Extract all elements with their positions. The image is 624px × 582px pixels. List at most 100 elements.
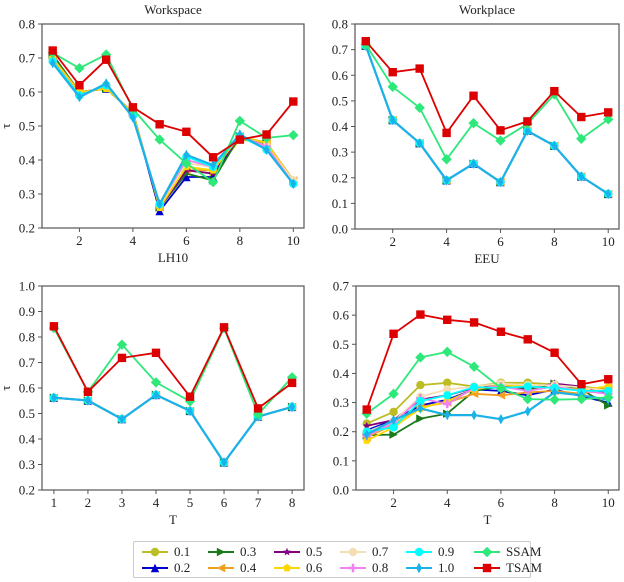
data-point bbox=[469, 91, 478, 100]
data-point bbox=[235, 135, 245, 144]
y-tick-label: 0.3 bbox=[19, 457, 35, 472]
plot-frame bbox=[354, 23, 620, 230]
data-point bbox=[577, 380, 586, 389]
data-point bbox=[389, 430, 398, 439]
series-line bbox=[365, 313, 609, 410]
legend-marker-icon bbox=[406, 562, 432, 574]
y-tick-label: 0.1 bbox=[332, 196, 348, 211]
legend-label: 0.4 bbox=[240, 560, 257, 575]
y-tick-label: 0.6 bbox=[19, 85, 36, 100]
legend-item: 0.3 bbox=[208, 544, 256, 560]
data-point bbox=[603, 392, 614, 403]
series-tsam bbox=[48, 46, 298, 162]
y-tick-label: 0.6 bbox=[332, 68, 349, 83]
data-point bbox=[522, 393, 533, 405]
subplot-3: 0.2 0.3 0.4 0.5 0.6 0.7 0.8 0.9 1.0 1 2 3 4 5 6 7 8 Tτ bbox=[0, 279, 305, 527]
data-point bbox=[208, 153, 218, 162]
y-tick-label: 0.5 bbox=[19, 119, 35, 134]
legend-marker bbox=[283, 547, 291, 556]
data-point bbox=[154, 134, 165, 145]
series-0-2 bbox=[361, 41, 613, 199]
legend-marker bbox=[414, 547, 424, 557]
data-point bbox=[210, 159, 217, 171]
y-tick-label: 0.6 bbox=[19, 381, 36, 396]
data-point bbox=[182, 172, 191, 182]
series-ssam bbox=[361, 346, 614, 419]
data-point bbox=[415, 64, 424, 73]
legend-item: 0.6 bbox=[274, 560, 322, 576]
legend-label: 0.7 bbox=[372, 544, 389, 559]
legend-item: TSAM bbox=[474, 560, 542, 576]
data-point bbox=[262, 130, 271, 139]
series-tsam bbox=[361, 36, 613, 138]
data-point bbox=[416, 137, 423, 149]
series-ssam bbox=[47, 47, 299, 188]
legend-marker bbox=[150, 547, 160, 557]
data-point bbox=[117, 353, 127, 363]
x-tick-label: 2 bbox=[390, 495, 397, 510]
x-axis-label: T bbox=[169, 512, 177, 527]
y-tick-label: 0.0 bbox=[332, 222, 348, 237]
data-point bbox=[495, 382, 507, 394]
series-1-0 bbox=[50, 389, 296, 468]
data-point bbox=[523, 335, 532, 344]
x-axis-label: T bbox=[484, 512, 492, 527]
data-point bbox=[550, 348, 559, 357]
plot-frame bbox=[41, 23, 305, 229]
data-point bbox=[388, 67, 397, 77]
series-1-0 bbox=[363, 387, 612, 440]
legend-item: 0.2 bbox=[142, 560, 190, 576]
data-point bbox=[388, 388, 399, 400]
data-point bbox=[578, 171, 585, 182]
series-line bbox=[365, 40, 609, 134]
legend-label: 0.9 bbox=[438, 544, 455, 559]
series-0-1 bbox=[361, 41, 613, 199]
y-tick-label: 0.5 bbox=[19, 406, 35, 421]
legend-marker bbox=[283, 563, 291, 572]
data-point bbox=[182, 127, 191, 136]
series-line bbox=[51, 49, 294, 159]
data-point bbox=[444, 409, 451, 421]
legend-item: 0.7 bbox=[340, 544, 388, 560]
y-tick-label: 0.4 bbox=[19, 432, 36, 447]
legend-label: 1.0 bbox=[438, 560, 455, 575]
data-point bbox=[415, 352, 426, 363]
x-tick-label: 10 bbox=[602, 495, 615, 510]
x-tick-label: 6 bbox=[498, 495, 505, 510]
legend-item: 0.4 bbox=[208, 560, 256, 576]
data-point bbox=[84, 395, 91, 406]
data-point bbox=[100, 49, 112, 60]
legend-item: 0.9 bbox=[406, 544, 454, 560]
data-point bbox=[495, 135, 506, 146]
data-point bbox=[604, 108, 613, 117]
x-tick-label: 3 bbox=[119, 495, 126, 510]
x-tick-label: 1 bbox=[51, 495, 58, 510]
data-point bbox=[414, 102, 425, 113]
data-point bbox=[604, 375, 613, 384]
data-point bbox=[389, 423, 398, 432]
data-point bbox=[83, 387, 93, 397]
x-tick-label: 2 bbox=[85, 495, 92, 510]
x-tick-label: 8 bbox=[289, 495, 296, 510]
data-point bbox=[605, 188, 612, 200]
data-point bbox=[442, 128, 451, 138]
data-point bbox=[390, 414, 397, 426]
y-tick-label: 0.2 bbox=[19, 483, 35, 498]
chart-title: Workplace bbox=[459, 2, 515, 17]
data-point bbox=[287, 378, 297, 388]
data-point bbox=[443, 315, 452, 325]
legend-marker bbox=[216, 547, 226, 557]
data-point bbox=[183, 149, 190, 161]
legend-label: 0.5 bbox=[306, 544, 323, 559]
x-tick-label: 8 bbox=[237, 233, 244, 248]
x-tick-label: 6 bbox=[497, 234, 504, 249]
data-point bbox=[288, 129, 299, 141]
data-point bbox=[236, 129, 243, 140]
x-tick-label: 2 bbox=[76, 233, 83, 248]
y-tick-label: 0.8 bbox=[19, 17, 35, 32]
data-point bbox=[181, 158, 192, 169]
y-tick-label: 0.4 bbox=[19, 153, 36, 168]
legend-marker-icon bbox=[142, 563, 168, 573]
subplot-4: 0.0 0.1 0.2 0.3 0.4 0.5 0.6 0.7 2 4 6 8 10 T bbox=[333, 279, 620, 527]
data-point bbox=[361, 36, 370, 46]
